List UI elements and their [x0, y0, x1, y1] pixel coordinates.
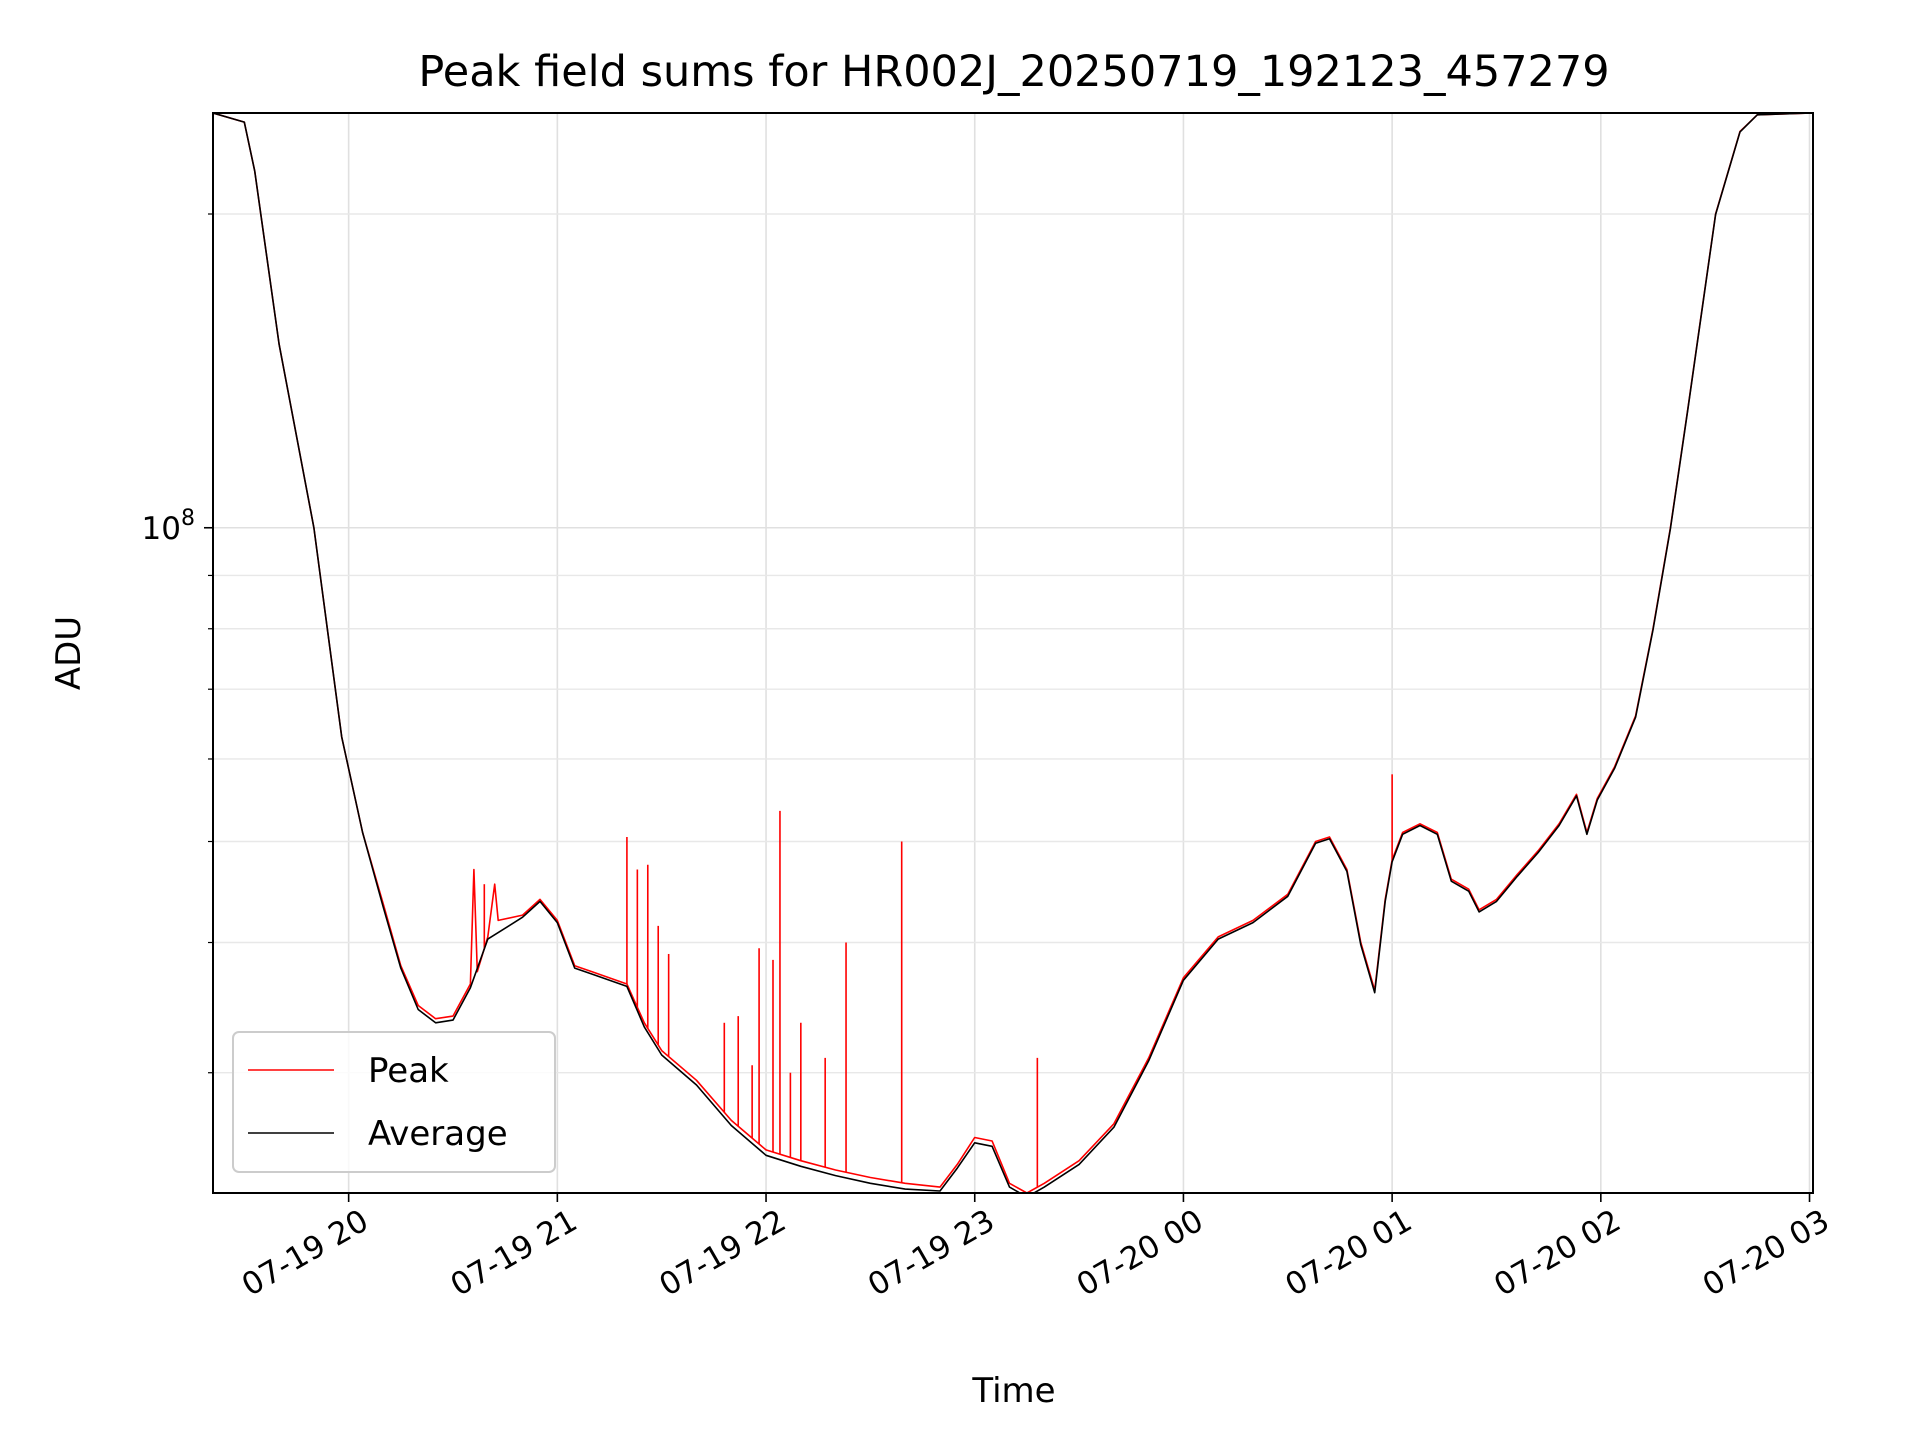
legend: Peak Average [232, 1031, 556, 1173]
legend-label-average: Average [368, 1114, 508, 1154]
series-line-average [213, 113, 1813, 1193]
legend-label-peak: Peak [368, 1051, 449, 1091]
legend-box [232, 1031, 556, 1173]
series-layer [213, 113, 1813, 1193]
plot-frame [212, 112, 1814, 1194]
y-tick-label: 108 [142, 506, 195, 547]
series-line-peak [213, 113, 1813, 1193]
y-axis-label: ADU [49, 616, 89, 690]
x-axis-label: Time [971, 1371, 1055, 1411]
grid [213, 113, 1813, 1193]
chart-title: Peak field sums for HR002J_20250719_1921… [418, 47, 1609, 97]
